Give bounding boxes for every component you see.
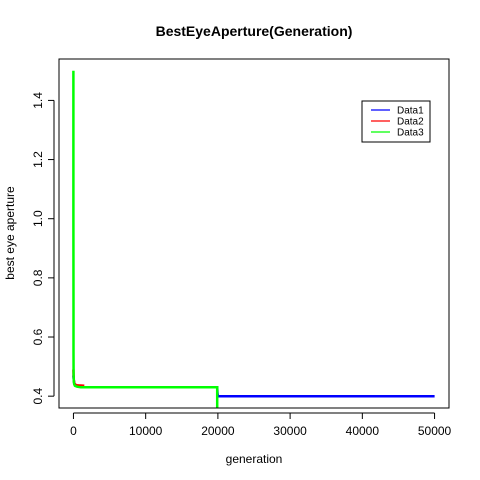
x-axis: 0 10000 20000 30000 40000 50000 xyxy=(70,412,452,438)
legend-label: Data2 xyxy=(397,117,424,128)
series-line-data3 xyxy=(72,70,219,408)
y-tick-label: 0.4 xyxy=(31,388,45,405)
y-tick-label: 1.4 xyxy=(31,92,45,109)
y-tick-label: 0.6 xyxy=(31,328,45,345)
x-tick-label: 30000 xyxy=(273,424,307,438)
x-axis-label: generation xyxy=(226,452,283,466)
y-tick-label: 0.8 xyxy=(31,269,45,286)
x-tick-label: 20000 xyxy=(201,424,235,438)
x-tick-label: 50000 xyxy=(418,424,452,438)
x-tick-label: 10000 xyxy=(129,424,163,438)
y-axis: 0.4 0.6 0.8 1.0 1.2 1.4 xyxy=(31,92,55,405)
y-tick-label: 1.0 xyxy=(31,210,45,227)
x-tick-label: 40000 xyxy=(346,424,380,438)
y-tick-label: 1.2 xyxy=(31,151,45,168)
plot-area xyxy=(72,70,435,408)
legend-label: Data1 xyxy=(397,106,424,117)
y-axis-label: best eye aperture xyxy=(3,186,17,280)
legend-label: Data3 xyxy=(397,128,424,139)
plot-frame xyxy=(58,58,450,409)
chart-title: BestEyeAperture(Generation) xyxy=(156,23,353,39)
x-tick-label: 0 xyxy=(70,424,77,438)
series-line-data1 xyxy=(72,375,435,398)
